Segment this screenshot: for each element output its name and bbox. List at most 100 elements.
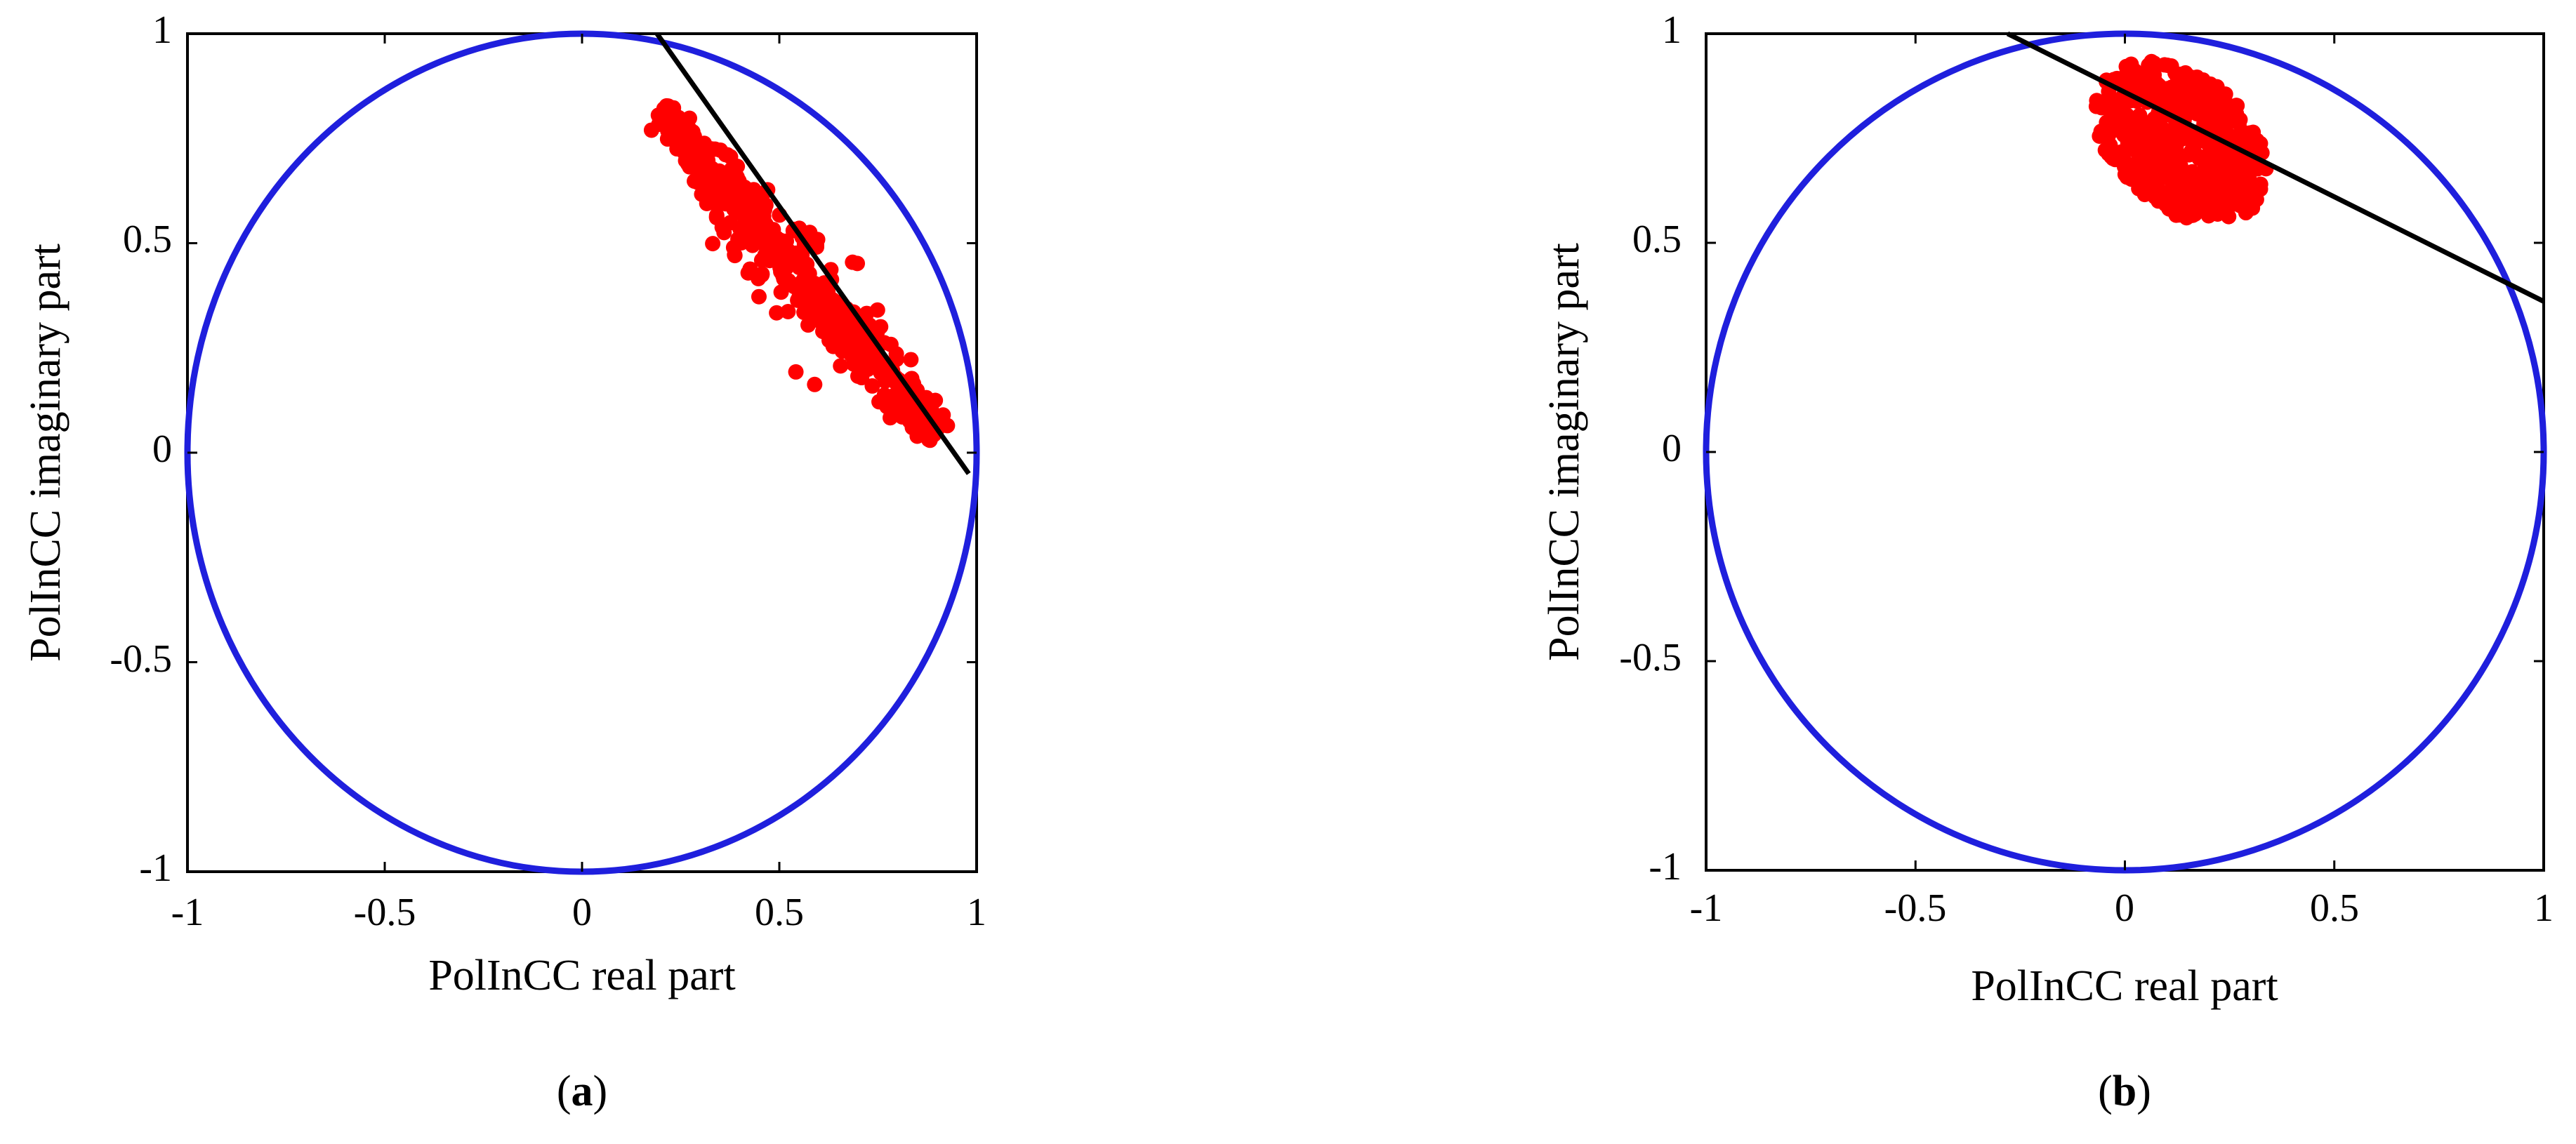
- x-axis-label-a: PolInCC real part: [428, 952, 735, 999]
- scatter-point-a: [760, 230, 776, 246]
- scatter-point-a: [916, 420, 932, 436]
- scatter-point-a: [791, 260, 807, 276]
- scatter-point-a: [729, 159, 746, 175]
- scatter-point-b: [2239, 185, 2255, 201]
- chart-panel-b: 1 0.5 0 -0.5 -1 -1 -0.5 0 0.5 1 PolInCC …: [1540, 8, 2554, 1115]
- scatter-point-b: [2205, 172, 2221, 188]
- scatter-point-b: [2094, 123, 2111, 139]
- axis-ticks-a: [186, 32, 978, 873]
- x-axis-label-b: PolInCC real part: [1971, 962, 2278, 1010]
- scatter-points-a: [643, 98, 956, 448]
- plot-content-b: [1703, 30, 2547, 874]
- scatter-point-b: [2252, 176, 2268, 192]
- scatter-point-a: [791, 290, 807, 306]
- scatter-point-a: [699, 195, 715, 211]
- scatter-point-b: [2199, 147, 2215, 164]
- y-tick-label-b-0.5: 0.5: [1632, 218, 1682, 261]
- scatter-point-a: [788, 364, 804, 380]
- scatter-point-a: [666, 112, 682, 128]
- scatter-point-b: [2119, 169, 2135, 185]
- x-tick-label-b-1: 1: [2534, 886, 2554, 930]
- panel-label-a: (a): [557, 1067, 607, 1115]
- scatter-point-b: [2144, 53, 2160, 69]
- scatter-point-b: [2219, 98, 2235, 114]
- scatter-point-b: [2151, 152, 2167, 168]
- scatter-point-b: [2152, 171, 2168, 187]
- scatter-point-b: [2120, 68, 2136, 84]
- axis-ticks-b: [1705, 32, 2545, 872]
- chart-panel-a: 1 0.5 0 -0.5 -1 -1 -0.5 0 0.5 1 PolInCC …: [22, 8, 986, 1115]
- scatter-point-a: [821, 323, 838, 339]
- y-axis-label-a: PolInCC imaginary part: [22, 244, 70, 662]
- scatter-point-a: [802, 298, 819, 314]
- scatter-point-a: [704, 161, 720, 177]
- y-tick-label-a-0.5: 0.5: [123, 218, 172, 261]
- scatter-point-a: [705, 236, 721, 252]
- scatter-point-a: [833, 358, 849, 374]
- scatter-point-a: [732, 221, 748, 237]
- x-tick-label-b-neg0.5: -0.5: [1884, 886, 1947, 930]
- y-tick-label-b-neg0.5: -0.5: [1619, 636, 1682, 679]
- scatter-point-b: [2134, 129, 2151, 145]
- scatter-point-b: [2138, 168, 2154, 185]
- scatter-point-b: [2136, 77, 2152, 93]
- x-tick-label-a-0.5: 0.5: [755, 891, 804, 934]
- scatter-point-a: [696, 141, 712, 157]
- fit-line-a: [654, 32, 971, 475]
- x-tick-label-a-neg0.5: -0.5: [354, 891, 416, 934]
- scatter-point-b: [2194, 101, 2210, 117]
- scatter-point-a: [860, 361, 876, 378]
- scatter-point-b: [2089, 93, 2105, 109]
- scatter-point-b: [2177, 175, 2193, 191]
- scatter-point-a: [825, 338, 841, 354]
- scatter-point-b: [2131, 180, 2147, 197]
- scatter-point-a: [869, 302, 885, 318]
- scatter-point-a: [795, 272, 812, 288]
- scatter-point-b: [2181, 69, 2198, 85]
- x-tick-label-b-0.5: 0.5: [2310, 886, 2359, 930]
- scatter-point-b: [2161, 142, 2177, 158]
- scatter-point-b: [2221, 208, 2237, 225]
- fit-line-b: [2006, 31, 2545, 304]
- scatter-point-a: [882, 400, 898, 416]
- scatter-point-a: [768, 241, 784, 258]
- scatter-point-a: [727, 246, 743, 262]
- scatter-point-b: [2214, 147, 2231, 163]
- scatter-point-a: [769, 305, 785, 321]
- scatter-point-a: [740, 265, 756, 281]
- scatter-point-b: [2169, 69, 2186, 85]
- scatter-point-a: [655, 105, 671, 121]
- y-tick-label-b-1: 1: [1662, 8, 1682, 52]
- y-tick-label-a-neg0.5: -0.5: [110, 637, 172, 681]
- scatter-point-b: [2105, 150, 2121, 166]
- panel-label-b: (b): [2098, 1067, 2151, 1115]
- y-tick-label-a-0: 0: [152, 427, 172, 471]
- scatter-point-a: [873, 319, 889, 335]
- scatter-point-b: [2119, 107, 2135, 124]
- scatter-point-a: [721, 175, 737, 191]
- y-tick-label-b-0: 0: [1662, 427, 1682, 470]
- unit-circle-a: [184, 30, 980, 875]
- scatter-point-b: [2210, 202, 2226, 218]
- scatter-point-b: [2156, 57, 2172, 73]
- scatter-points-b: [2088, 53, 2274, 226]
- scatter-point-b: [2166, 91, 2182, 107]
- scatter-point-a: [939, 418, 956, 434]
- scatter-point-b: [2151, 189, 2167, 205]
- scatter-point-a: [833, 309, 850, 325]
- x-tick-label-a-neg1: -1: [171, 891, 204, 934]
- scatter-point-a: [755, 198, 771, 214]
- x-tick-label-b-0: 0: [2115, 886, 2134, 930]
- scatter-point-a: [682, 159, 698, 175]
- scatter-point-b: [2204, 114, 2220, 130]
- scatter-point-a: [712, 142, 728, 158]
- scatter-point-a: [903, 352, 919, 368]
- scatter-point-b: [2139, 152, 2155, 168]
- panel-label-letter-a: a: [572, 1067, 593, 1115]
- scatter-point-b: [2203, 87, 2219, 103]
- scatter-point-a: [807, 376, 823, 392]
- y-tick-label-a-neg1: -1: [139, 846, 172, 890]
- y-tick-label-a-1: 1: [152, 8, 172, 52]
- scatter-point-a: [825, 292, 841, 308]
- scatter-point-a: [927, 392, 944, 408]
